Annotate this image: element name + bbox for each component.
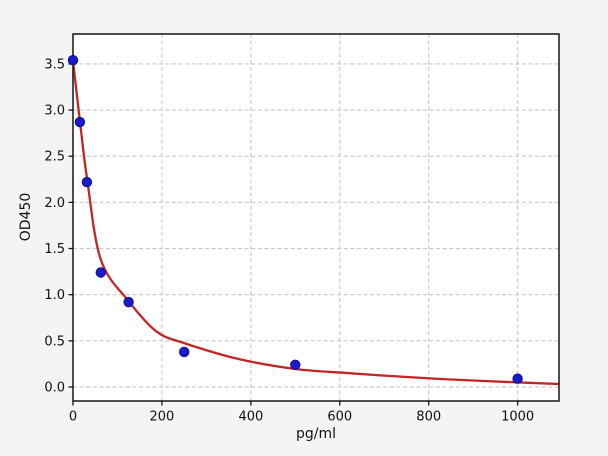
data-point-15.6 (74, 116, 86, 128)
axis-ticks (68, 63, 519, 406)
tick-labels: 0 200 400 600 800 1000 0.0 0.5 1.0 1.5 2.0 2.5 3.0 3.… (44, 57, 534, 424)
y-tick-label-3.5: 3.5 (44, 57, 65, 72)
x-tick-label-200: 200 (150, 410, 175, 425)
x-tick-label-800: 800 (416, 410, 441, 425)
plot-area (73, 34, 559, 401)
axes-spines (72, 33, 560, 402)
gridlines (72, 34, 559, 401)
x-tick-label-1000: 1000 (501, 410, 534, 425)
data-point-250 (179, 346, 190, 358)
data-point-1000 (512, 373, 523, 384)
data-points (67, 55, 523, 384)
data-point-0 (67, 55, 79, 66)
data-point-62.5 (95, 267, 107, 278)
y-axis-label: OD450 (18, 193, 34, 242)
y-tick-label-0.5: 0.5 (44, 334, 65, 349)
x-axis-label: pg/ml (296, 426, 336, 442)
data-point-31.25 (81, 176, 93, 188)
x-tick-label-0: 0 (69, 410, 77, 425)
y-tick-label-2.5: 2.5 (44, 150, 65, 165)
y-tick-label-1.0: 1.0 (44, 288, 65, 303)
x-tick-label-600: 600 (327, 410, 352, 425)
data-point-500 (290, 359, 301, 370)
y-tick-label-1.5: 1.5 (44, 242, 65, 257)
y-tick-label-0.0: 0.0 (44, 380, 65, 395)
y-tick-label-3.0: 3.0 (44, 104, 65, 119)
plot-border (72, 33, 560, 402)
y-tick-label-2.0: 2.0 (44, 196, 65, 211)
x-tick-label-400: 400 (238, 410, 263, 425)
data-point-125 (123, 296, 134, 308)
